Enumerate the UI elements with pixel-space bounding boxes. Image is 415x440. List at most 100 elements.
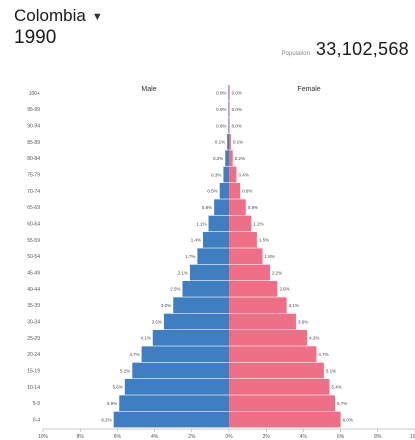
age-tick-label: 100+ [29, 91, 40, 97]
female-bar [229, 117, 230, 134]
x-tick-label: 8% [374, 434, 382, 440]
x-tick-label: 10% [38, 434, 49, 440]
year-label: 1990 [14, 27, 57, 48]
male-value-label: 5.9% [107, 401, 117, 406]
female-bar [229, 281, 278, 297]
male-bar [225, 150, 229, 167]
male-bar [173, 297, 229, 314]
male-value-label: 0.3% [211, 172, 221, 177]
female-value-label: 5.4% [331, 385, 341, 390]
country-dropdown[interactable]: Colombia ▼ [14, 6, 103, 26]
male-bar [141, 346, 229, 363]
male-label: Male [141, 86, 156, 93]
male-bar [227, 134, 229, 150]
female-value-label: 4.7% [318, 352, 328, 357]
female-value-label: 0.0% [232, 107, 242, 112]
female-value-label: 5.7% [337, 401, 347, 406]
female-value-label: 3.6% [298, 319, 308, 324]
male-bar [132, 362, 229, 379]
female-value-label: 0.0% [232, 123, 242, 128]
female-bar [229, 379, 330, 395]
female-value-label: 2.6% [279, 287, 289, 292]
male-value-label: 3.5% [152, 319, 162, 324]
female-value-label: 1.8% [264, 254, 274, 259]
x-tick-label: 6% [114, 434, 122, 440]
male-bar [214, 199, 229, 216]
x-tick-label: 8% [77, 434, 85, 440]
male-value-label: 0.0% [216, 123, 226, 128]
male-bar [208, 215, 229, 232]
female-value-label: 3.1% [289, 303, 299, 308]
female-bar [229, 101, 230, 118]
male-bar [119, 395, 229, 412]
age-tick-label: 20-24 [27, 352, 40, 358]
female-bar [229, 232, 257, 248]
x-tick-label: 2% [188, 434, 196, 440]
female-bar [229, 199, 246, 216]
x-tick-label: 10% [410, 434, 415, 440]
male-value-label: 2.1% [178, 270, 188, 275]
female-value-label: 4.2% [309, 336, 319, 341]
female-value-label: 2.2% [272, 270, 282, 275]
male-bar [124, 379, 229, 395]
female-bar [229, 150, 233, 167]
female-bar [229, 166, 237, 183]
population-summary: Population 33,102,568 [282, 39, 409, 60]
age-tick-label: 15-19 [27, 369, 40, 375]
male-value-label: 4.7% [129, 352, 139, 357]
age-tick-label: 10-14 [27, 385, 40, 391]
age-tick-label: 35-39 [27, 303, 40, 309]
age-tick-label: 80-84 [27, 156, 40, 162]
female-value-label: 0.2% [235, 156, 245, 161]
female-bar [229, 215, 252, 232]
male-value-label: 0.0% [216, 107, 226, 112]
population-label: Population [281, 51, 310, 57]
age-tick-label: 25-29 [27, 336, 40, 342]
female-bar [229, 264, 270, 281]
male-bar [202, 232, 229, 248]
female-value-label: 0.1% [233, 140, 243, 145]
male-bar [228, 85, 229, 101]
female-value-label: 1.5% [259, 238, 269, 243]
age-tick-label: 45-49 [27, 271, 40, 277]
age-tick-label: 60-64 [27, 222, 40, 228]
female-value-label: 0.6% [242, 189, 252, 194]
age-tick-label: 95-99 [27, 107, 40, 113]
female-value-label: 0.9% [248, 205, 258, 210]
age-tick-label: 55-59 [27, 238, 40, 244]
female-bar [229, 411, 341, 428]
male-bar [219, 183, 229, 199]
male-bar [228, 117, 229, 134]
caret-down-icon: ▼ [91, 11, 103, 23]
age-tick-label: 0-4 [33, 418, 40, 424]
female-value-label: 0.0% [232, 91, 242, 96]
female-bar [229, 395, 336, 412]
male-value-label: 4.1% [140, 336, 150, 341]
female-bar [229, 134, 231, 150]
male-value-label: 0.5% [207, 189, 217, 194]
x-tick-label: 4% [151, 434, 159, 440]
age-tick-label: 5-9 [33, 401, 40, 407]
male-bar [189, 264, 229, 281]
male-bar [197, 248, 229, 265]
country-name: Colombia [14, 6, 86, 25]
x-tick-label: 6% [337, 434, 345, 440]
age-tick-label: 85-89 [27, 140, 40, 146]
population-value: 33,102,568 [315, 39, 409, 59]
age-tick-label: 30-34 [27, 320, 40, 326]
male-bar [228, 101, 229, 118]
male-value-label: 0.0% [216, 91, 226, 96]
age-tick-label: 75-79 [27, 173, 40, 179]
female-value-label: 5.1% [326, 368, 336, 373]
male-bar [113, 411, 229, 428]
female-bar [229, 297, 287, 314]
male-value-label: 1.1% [196, 221, 206, 226]
male-value-label: 3.0% [161, 303, 171, 308]
male-value-label: 1.7% [185, 254, 195, 259]
male-bar [223, 166, 229, 183]
female-bar [229, 248, 263, 265]
male-value-label: 5.2% [120, 368, 130, 373]
x-tick-label: 4% [300, 434, 308, 440]
female-value-label: 0.4% [238, 172, 248, 177]
female-bar [229, 183, 241, 199]
